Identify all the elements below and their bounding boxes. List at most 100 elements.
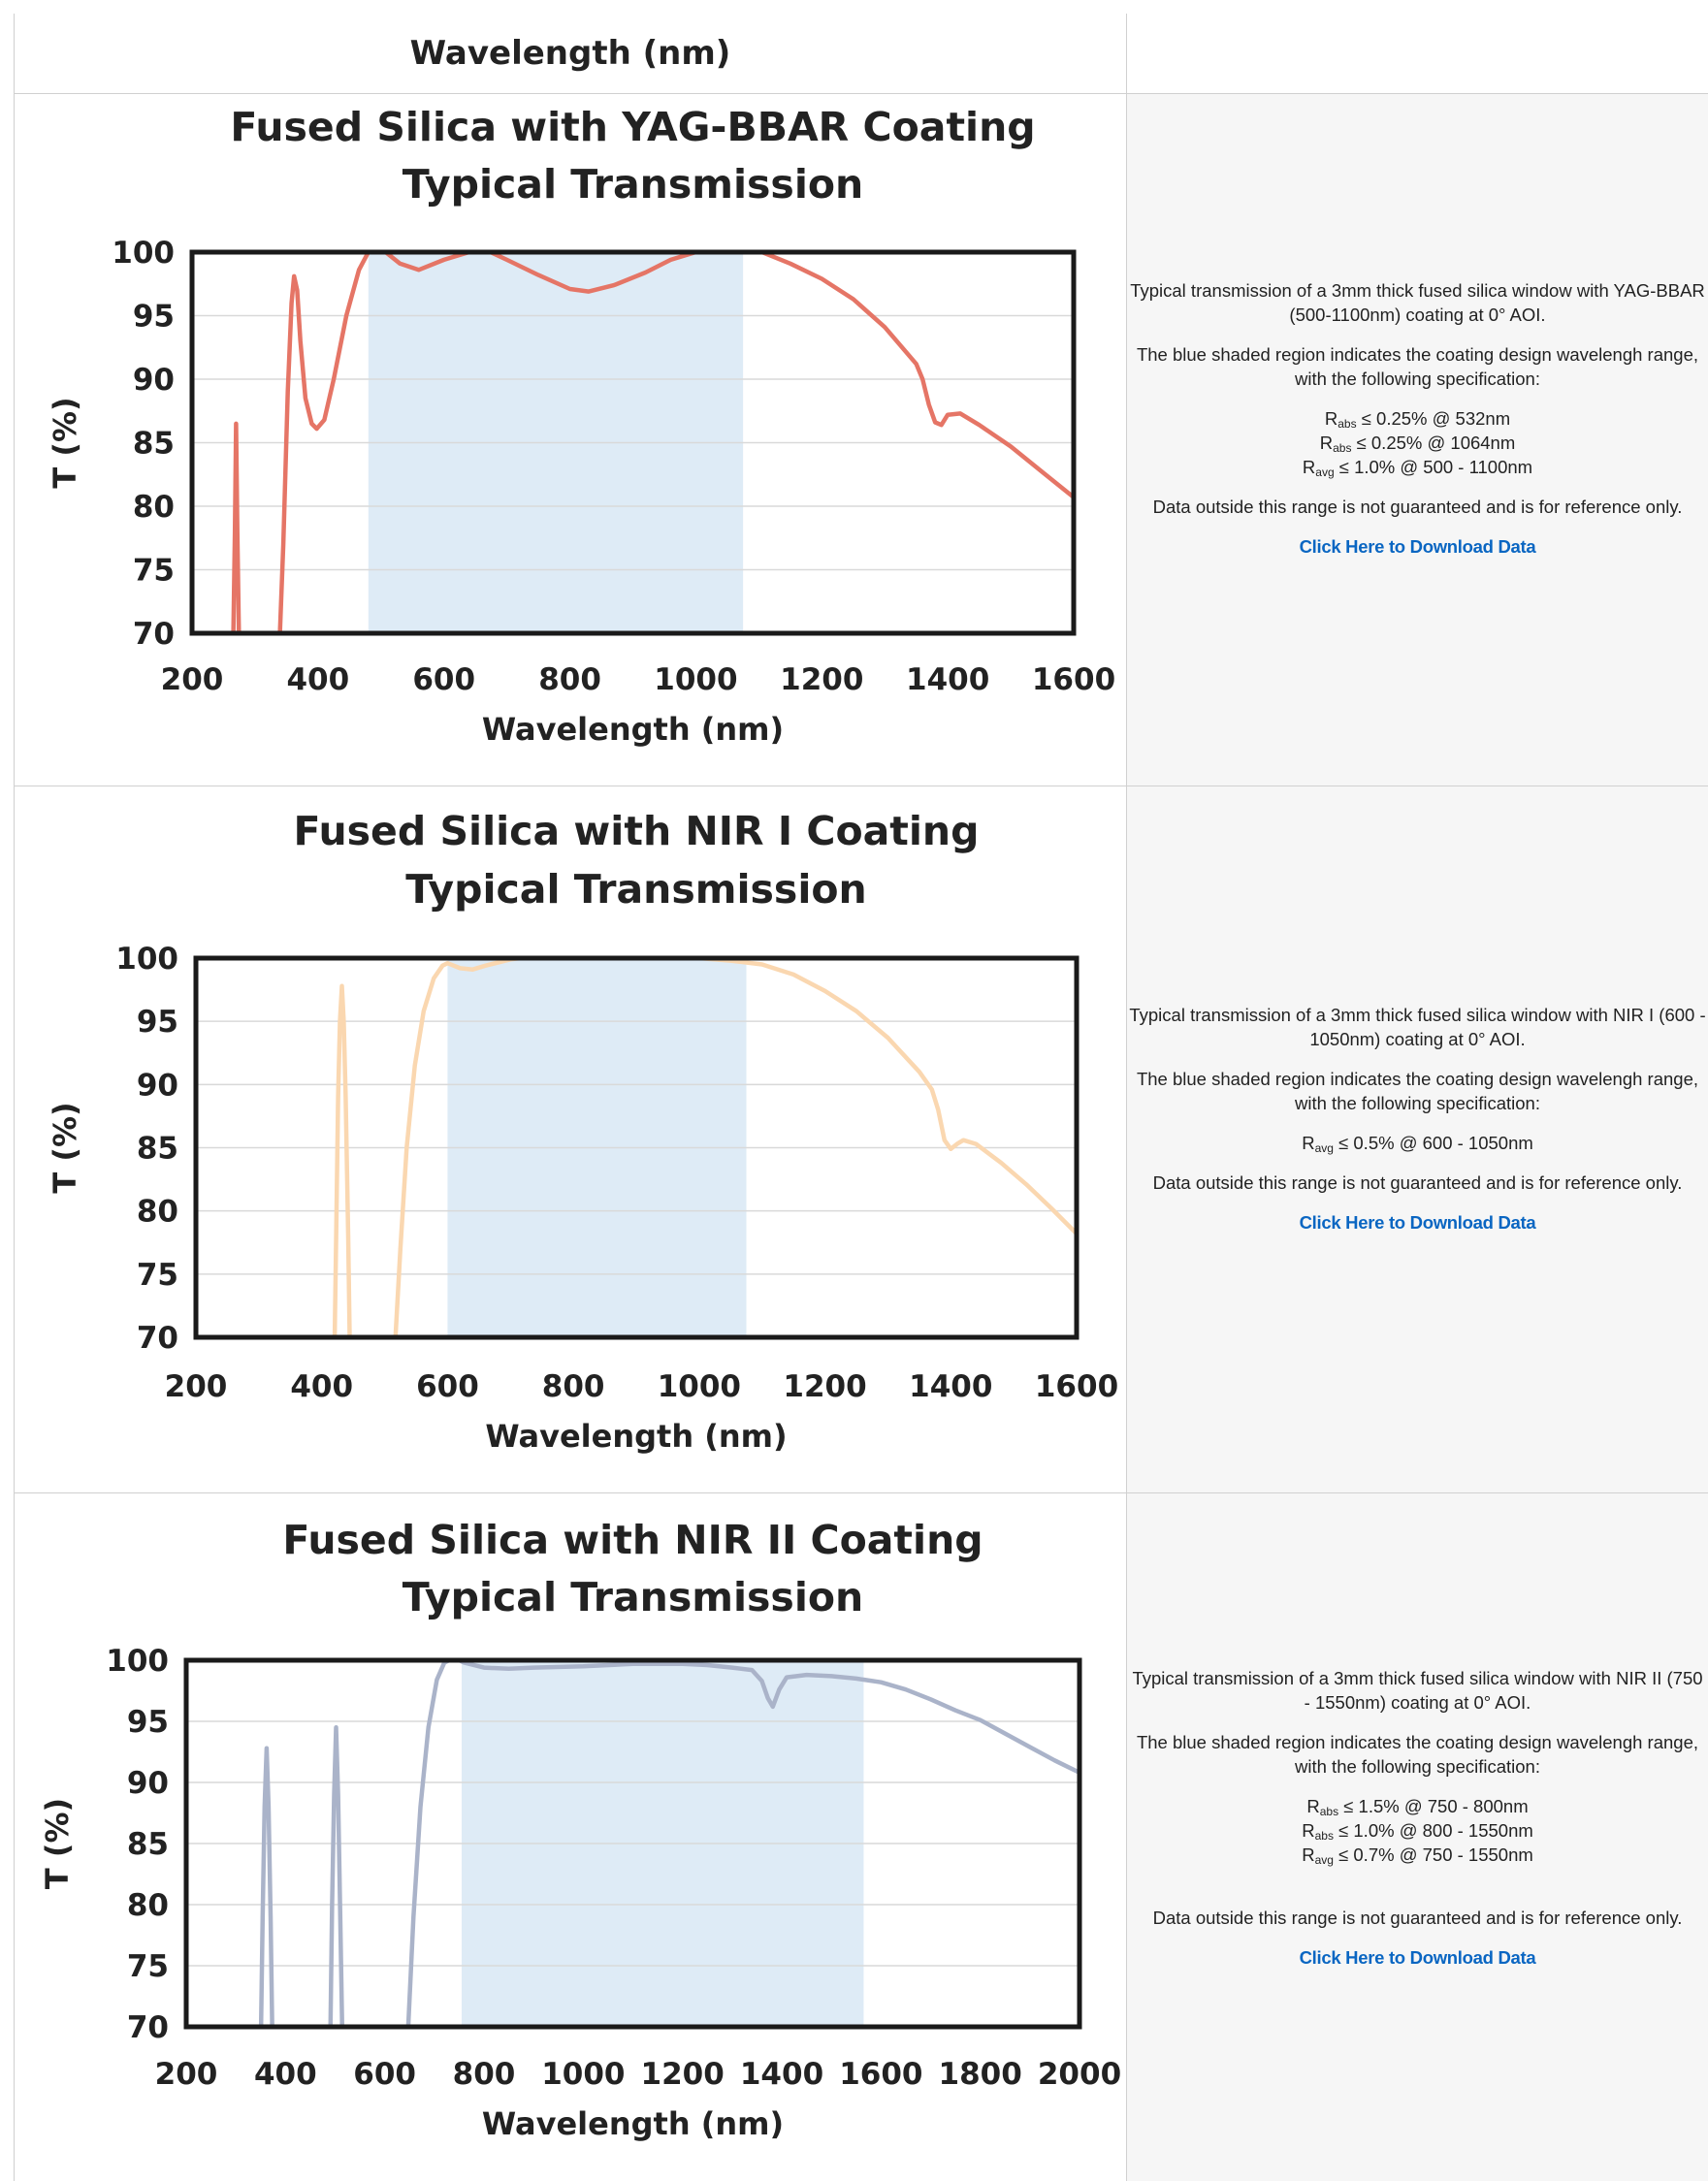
spec-symbol: R — [1324, 408, 1338, 429]
description-cell-bg — [1127, 786, 1708, 1492]
chart-cell-yag-bbar: Fused Silica with YAG-BBAR Coating Typica… — [15, 94, 1126, 786]
y-tick-label: 85 — [127, 1827, 169, 1862]
spec-value: ≤ 0.25% @ 532nm — [1356, 408, 1511, 429]
transmission-curve — [328, 1725, 345, 2027]
x-tick-label: 1200 — [783, 1369, 866, 1404]
description-intro: Typical transmission of a 3mm thick fuse… — [1132, 1668, 1703, 1713]
spec-subscript: avg — [1314, 1853, 1334, 1867]
table-left-border — [14, 14, 15, 2181]
spec-value: ≤ 0.25% @ 1064nm — [1351, 433, 1516, 453]
x-tick-label: 400 — [286, 662, 349, 697]
spec-line: Rabs ≤ 0.25% @ 532nm — [1127, 406, 1708, 431]
y-tick-label: 80 — [133, 490, 175, 525]
transmission-curve — [405, 1660, 1080, 2027]
spec-symbol: R — [1302, 457, 1316, 477]
x-tick-label: 2000 — [1038, 2057, 1121, 2092]
download-data-link[interactable]: Click Here to Download Data — [1299, 536, 1536, 557]
spec-value: ≤ 1.5% @ 750 - 800nm — [1338, 1796, 1529, 1816]
description-nir-ii: Typical transmission of a 3mm thick fuse… — [1127, 1666, 1708, 1970]
x-tick-label: 600 — [412, 662, 475, 697]
y-tick-label: 95 — [127, 1705, 169, 1740]
description-nir-i: Typical transmission of a 3mm thick fuse… — [1127, 1003, 1708, 1235]
x-tick-label: 800 — [542, 1369, 605, 1404]
spec-symbol: R — [1306, 1796, 1320, 1816]
y-axis-label: T (%) — [39, 1798, 76, 1889]
chart-yag-bbar: Fused Silica with YAG-BBAR Coating Typica… — [47, 104, 1115, 748]
spec-subscript: abs — [1333, 441, 1352, 455]
x-tick-label: 1000 — [658, 1369, 741, 1404]
x-tick-label: 1200 — [780, 662, 863, 697]
spec-value: ≤ 0.5% @ 600 - 1050nm — [1333, 1133, 1533, 1153]
transmission-curve — [258, 1746, 274, 2027]
x-tick-label: 800 — [453, 2057, 516, 2092]
y-tick-label: 75 — [133, 554, 175, 589]
spec-symbol: R — [1302, 1820, 1315, 1841]
chart-subtitle: Typical Transmission — [405, 866, 866, 913]
description-yag-bbar: Typical transmission of a 3mm thick fuse… — [1127, 278, 1708, 559]
y-tick-label: 80 — [137, 1195, 178, 1230]
spec-line: Ravg ≤ 0.5% @ 600 - 1050nm — [1127, 1131, 1708, 1155]
plot-frame — [189, 249, 1077, 636]
spec-symbol: R — [1319, 433, 1334, 453]
x-tick-label: 400 — [254, 2057, 317, 2092]
x-tick-label: 1200 — [641, 2057, 725, 2092]
description-cell-bg — [1127, 94, 1708, 786]
spec-list: Ravg ≤ 0.5% @ 600 - 1050nm — [1127, 1131, 1708, 1155]
spec-list: Rabs ≤ 1.5% @ 750 - 800nm Rabs ≤ 1.0% @ 8… — [1127, 1794, 1708, 1867]
description-shaded-note: The blue shaded region indicates the coa… — [1136, 1732, 1699, 1777]
chart-title: Fused Silica with YAG-BBAR Coating — [230, 104, 1035, 150]
x-tick-label: 600 — [416, 1369, 479, 1404]
download-data-link[interactable]: Click Here to Download Data — [1299, 1212, 1536, 1233]
plot-frame — [193, 955, 1080, 1340]
x-axis-label: Wavelength (nm) — [482, 711, 784, 748]
x-tick-label: 1400 — [740, 2057, 823, 2092]
spec-value: ≤ 1.0% @ 800 - 1550nm — [1333, 1820, 1533, 1841]
spec-subscript: abs — [1319, 1805, 1339, 1818]
y-tick-label: 70 — [127, 2010, 169, 2045]
spec-line: Ravg ≤ 1.0% @ 500 - 1100nm — [1127, 455, 1708, 479]
description-intro: Typical transmission of a 3mm thick fuse… — [1130, 280, 1705, 325]
x-axis-label: Wavelength (nm) — [482, 2105, 784, 2142]
transmission-curve — [277, 252, 1074, 633]
spec-line: Rabs ≤ 1.0% @ 800 - 1550nm — [1127, 1818, 1708, 1843]
spec-symbol: R — [1302, 1844, 1315, 1865]
chart-nir-i: Fused Silica with NIR I Coating Typical T… — [47, 808, 1118, 1455]
x-tick-label: 1800 — [939, 2057, 1022, 2092]
y-tick-label: 85 — [133, 427, 175, 462]
row-divider — [14, 93, 1708, 94]
x-tick-label: 1600 — [1032, 662, 1115, 697]
description-disclaimer: Data outside this range is not guarantee… — [1152, 497, 1683, 517]
x-tick-label: 200 — [161, 662, 224, 697]
x-tick-label: 600 — [353, 2057, 416, 2092]
spec-subscript: avg — [1315, 465, 1335, 479]
y-tick-label: 85 — [137, 1132, 178, 1167]
x-tick-label: 200 — [165, 1369, 228, 1404]
spec-symbol: R — [1302, 1133, 1315, 1153]
x-axis-label: Wavelength (nm) — [485, 1418, 787, 1455]
chart-subtitle: Typical Transmission — [403, 1574, 863, 1620]
y-tick-label: 95 — [133, 300, 175, 335]
x-tick-label: 200 — [155, 2057, 218, 2092]
spec-subscript: avg — [1314, 1141, 1334, 1155]
series-group — [258, 1660, 1080, 2027]
description-shaded-note: The blue shaded region indicates the coa… — [1136, 344, 1699, 389]
x-tick-label: 1600 — [1035, 1369, 1118, 1404]
table-column-divider — [1126, 14, 1127, 2181]
y-axis-label: T (%) — [47, 397, 83, 488]
download-data-link[interactable]: Click Here to Download Data — [1299, 1947, 1536, 1968]
y-tick-label: 70 — [133, 617, 175, 652]
description-disclaimer: Data outside this range is not guarantee… — [1152, 1908, 1683, 1928]
y-axis-label: T (%) — [47, 1102, 83, 1193]
chart-subtitle: Typical Transmission — [403, 161, 863, 208]
description-intro: Typical transmission of a 3mm thick fuse… — [1129, 1005, 1706, 1049]
y-tick-label: 90 — [137, 1068, 178, 1103]
series-group — [231, 252, 1074, 633]
x-tick-label: 1400 — [909, 1369, 992, 1404]
spec-value: ≤ 1.0% @ 500 - 1100nm — [1334, 457, 1533, 477]
x-tick-label: 400 — [290, 1369, 353, 1404]
row-divider — [14, 1492, 1708, 1493]
spec-line: Ravg ≤ 0.7% @ 750 - 1550nm — [1127, 1843, 1708, 1867]
spec-subscript: abs — [1314, 1829, 1334, 1843]
y-tick-label: 75 — [127, 1949, 169, 1984]
